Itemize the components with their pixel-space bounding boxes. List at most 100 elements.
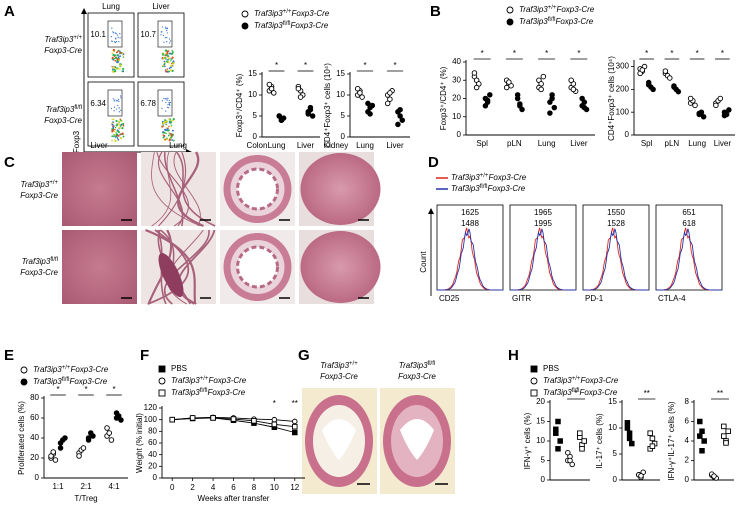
flow-event bbox=[172, 62, 175, 65]
flow-event bbox=[166, 52, 169, 55]
tissue bbox=[236, 245, 279, 289]
tissue bbox=[147, 229, 189, 305]
x-tick-label: 1:1 bbox=[52, 482, 64, 491]
flow-event bbox=[114, 55, 116, 58]
x-tick-label: Liver bbox=[386, 141, 404, 150]
data-point bbox=[692, 102, 698, 109]
data-point bbox=[555, 446, 561, 452]
flow-event bbox=[116, 60, 119, 62]
x-tick-label: 8 bbox=[252, 483, 257, 492]
flow-event bbox=[122, 67, 125, 71]
gate-value: 10.7 bbox=[140, 30, 156, 39]
y-tick-label: 120 bbox=[144, 403, 158, 412]
flow-event bbox=[119, 95, 122, 97]
flow-event bbox=[117, 138, 120, 141]
flow-event bbox=[166, 124, 168, 126]
y-tick-label: 40 bbox=[148, 450, 157, 459]
flow-event bbox=[114, 66, 116, 68]
data-point bbox=[52, 457, 59, 463]
genotype-label: Traf3ip3fl/flFoxp3-Cre bbox=[451, 184, 526, 194]
flow-event bbox=[111, 65, 113, 68]
y-tick-label: 6 bbox=[685, 417, 690, 426]
flow-event bbox=[115, 40, 117, 43]
x-tick-label: Lung bbox=[356, 141, 374, 150]
driver: Foxp3-Cre bbox=[555, 17, 593, 26]
data-point bbox=[701, 438, 707, 444]
genotype-driver: Foxp3-Cre bbox=[20, 268, 58, 277]
y-tick-label: 15 bbox=[336, 69, 345, 78]
flow-event bbox=[162, 26, 164, 28]
x-tick-label: pLN bbox=[665, 139, 680, 148]
data-point bbox=[367, 111, 373, 117]
significance: * bbox=[670, 49, 673, 58]
flow-event bbox=[160, 34, 162, 36]
flow-event bbox=[111, 123, 114, 126]
data-point bbox=[697, 433, 703, 439]
y-tick-label: 5 bbox=[253, 111, 258, 120]
axis-title: Foxp3 bbox=[72, 130, 81, 153]
column-label: Kidney bbox=[324, 141, 348, 150]
y-tick-label: 100 bbox=[616, 107, 630, 116]
flow-event bbox=[161, 56, 164, 59]
flow-event bbox=[167, 127, 169, 129]
flow-event bbox=[119, 33, 121, 35]
flow-event bbox=[166, 29, 168, 32]
flow-event bbox=[116, 130, 119, 132]
allele: +/+ bbox=[480, 173, 489, 179]
flow-event bbox=[118, 41, 120, 43]
flow-event bbox=[121, 127, 124, 130]
data-point bbox=[639, 67, 646, 73]
flow-event bbox=[167, 129, 170, 132]
mfi-value: 1488 bbox=[461, 219, 479, 228]
flow-event bbox=[165, 120, 169, 123]
data-point bbox=[579, 95, 585, 102]
flow-event bbox=[117, 67, 120, 70]
y-axis-title: Weight (% initial) bbox=[135, 413, 144, 473]
flow-event bbox=[169, 104, 171, 106]
significance: * bbox=[481, 49, 484, 58]
x-tick-label: Spl bbox=[476, 139, 488, 148]
flow-event bbox=[114, 69, 117, 73]
y-axis-title: Foxp3⁺/CD4⁺ (%) bbox=[439, 66, 448, 130]
genotype-label: Traf3ip3+/+Foxp3-Cre bbox=[451, 173, 527, 183]
gene: Traf3ip3 bbox=[519, 5, 548, 14]
y-tick-label: 300 bbox=[616, 62, 630, 71]
x-tick-label: 12 bbox=[290, 483, 299, 492]
genotype-label: Traf3ip3+/+ bbox=[320, 361, 358, 371]
y-axis-title: IFN-γ⁺IL-17⁺ cells (%) bbox=[667, 401, 676, 480]
flow-event bbox=[165, 52, 167, 55]
histology-image bbox=[141, 152, 216, 226]
flow-event bbox=[170, 40, 172, 42]
flow-event bbox=[162, 64, 165, 67]
flow-event bbox=[118, 51, 121, 53]
flow-event bbox=[164, 98, 167, 100]
allele: fl/fl bbox=[200, 388, 208, 394]
y-tick-label: 5 bbox=[541, 456, 546, 465]
gate bbox=[157, 20, 173, 48]
flow-event bbox=[170, 124, 173, 126]
gene: Traf3ip3 bbox=[22, 257, 51, 266]
significance: * bbox=[393, 61, 396, 70]
genotype-driver: Foxp3-Cre bbox=[20, 191, 58, 200]
flow-event bbox=[171, 119, 173, 122]
flow-event bbox=[170, 58, 173, 60]
flow-event bbox=[167, 58, 169, 61]
y-axis-title: Foxp3⁺/CD4⁺ (%) bbox=[235, 73, 244, 137]
gene: Traf3ip3 bbox=[320, 361, 349, 370]
flow-event bbox=[122, 55, 124, 57]
flow-event bbox=[114, 59, 117, 62]
flow-event bbox=[170, 134, 173, 137]
arrow-head bbox=[81, 8, 87, 14]
histology-image bbox=[62, 230, 137, 304]
flow-event bbox=[168, 38, 171, 40]
significance: * bbox=[84, 385, 87, 394]
flow-event bbox=[113, 67, 116, 70]
flow-event bbox=[166, 98, 168, 100]
flow-event bbox=[161, 125, 164, 128]
tissue bbox=[145, 228, 197, 305]
y-axis-title: CD4⁺Foxp3⁺ cells (10⁴) bbox=[607, 56, 616, 141]
flow-event bbox=[172, 139, 175, 142]
flow-event bbox=[161, 107, 163, 110]
mfi-value: 618 bbox=[682, 219, 696, 228]
flow-event bbox=[165, 70, 168, 73]
